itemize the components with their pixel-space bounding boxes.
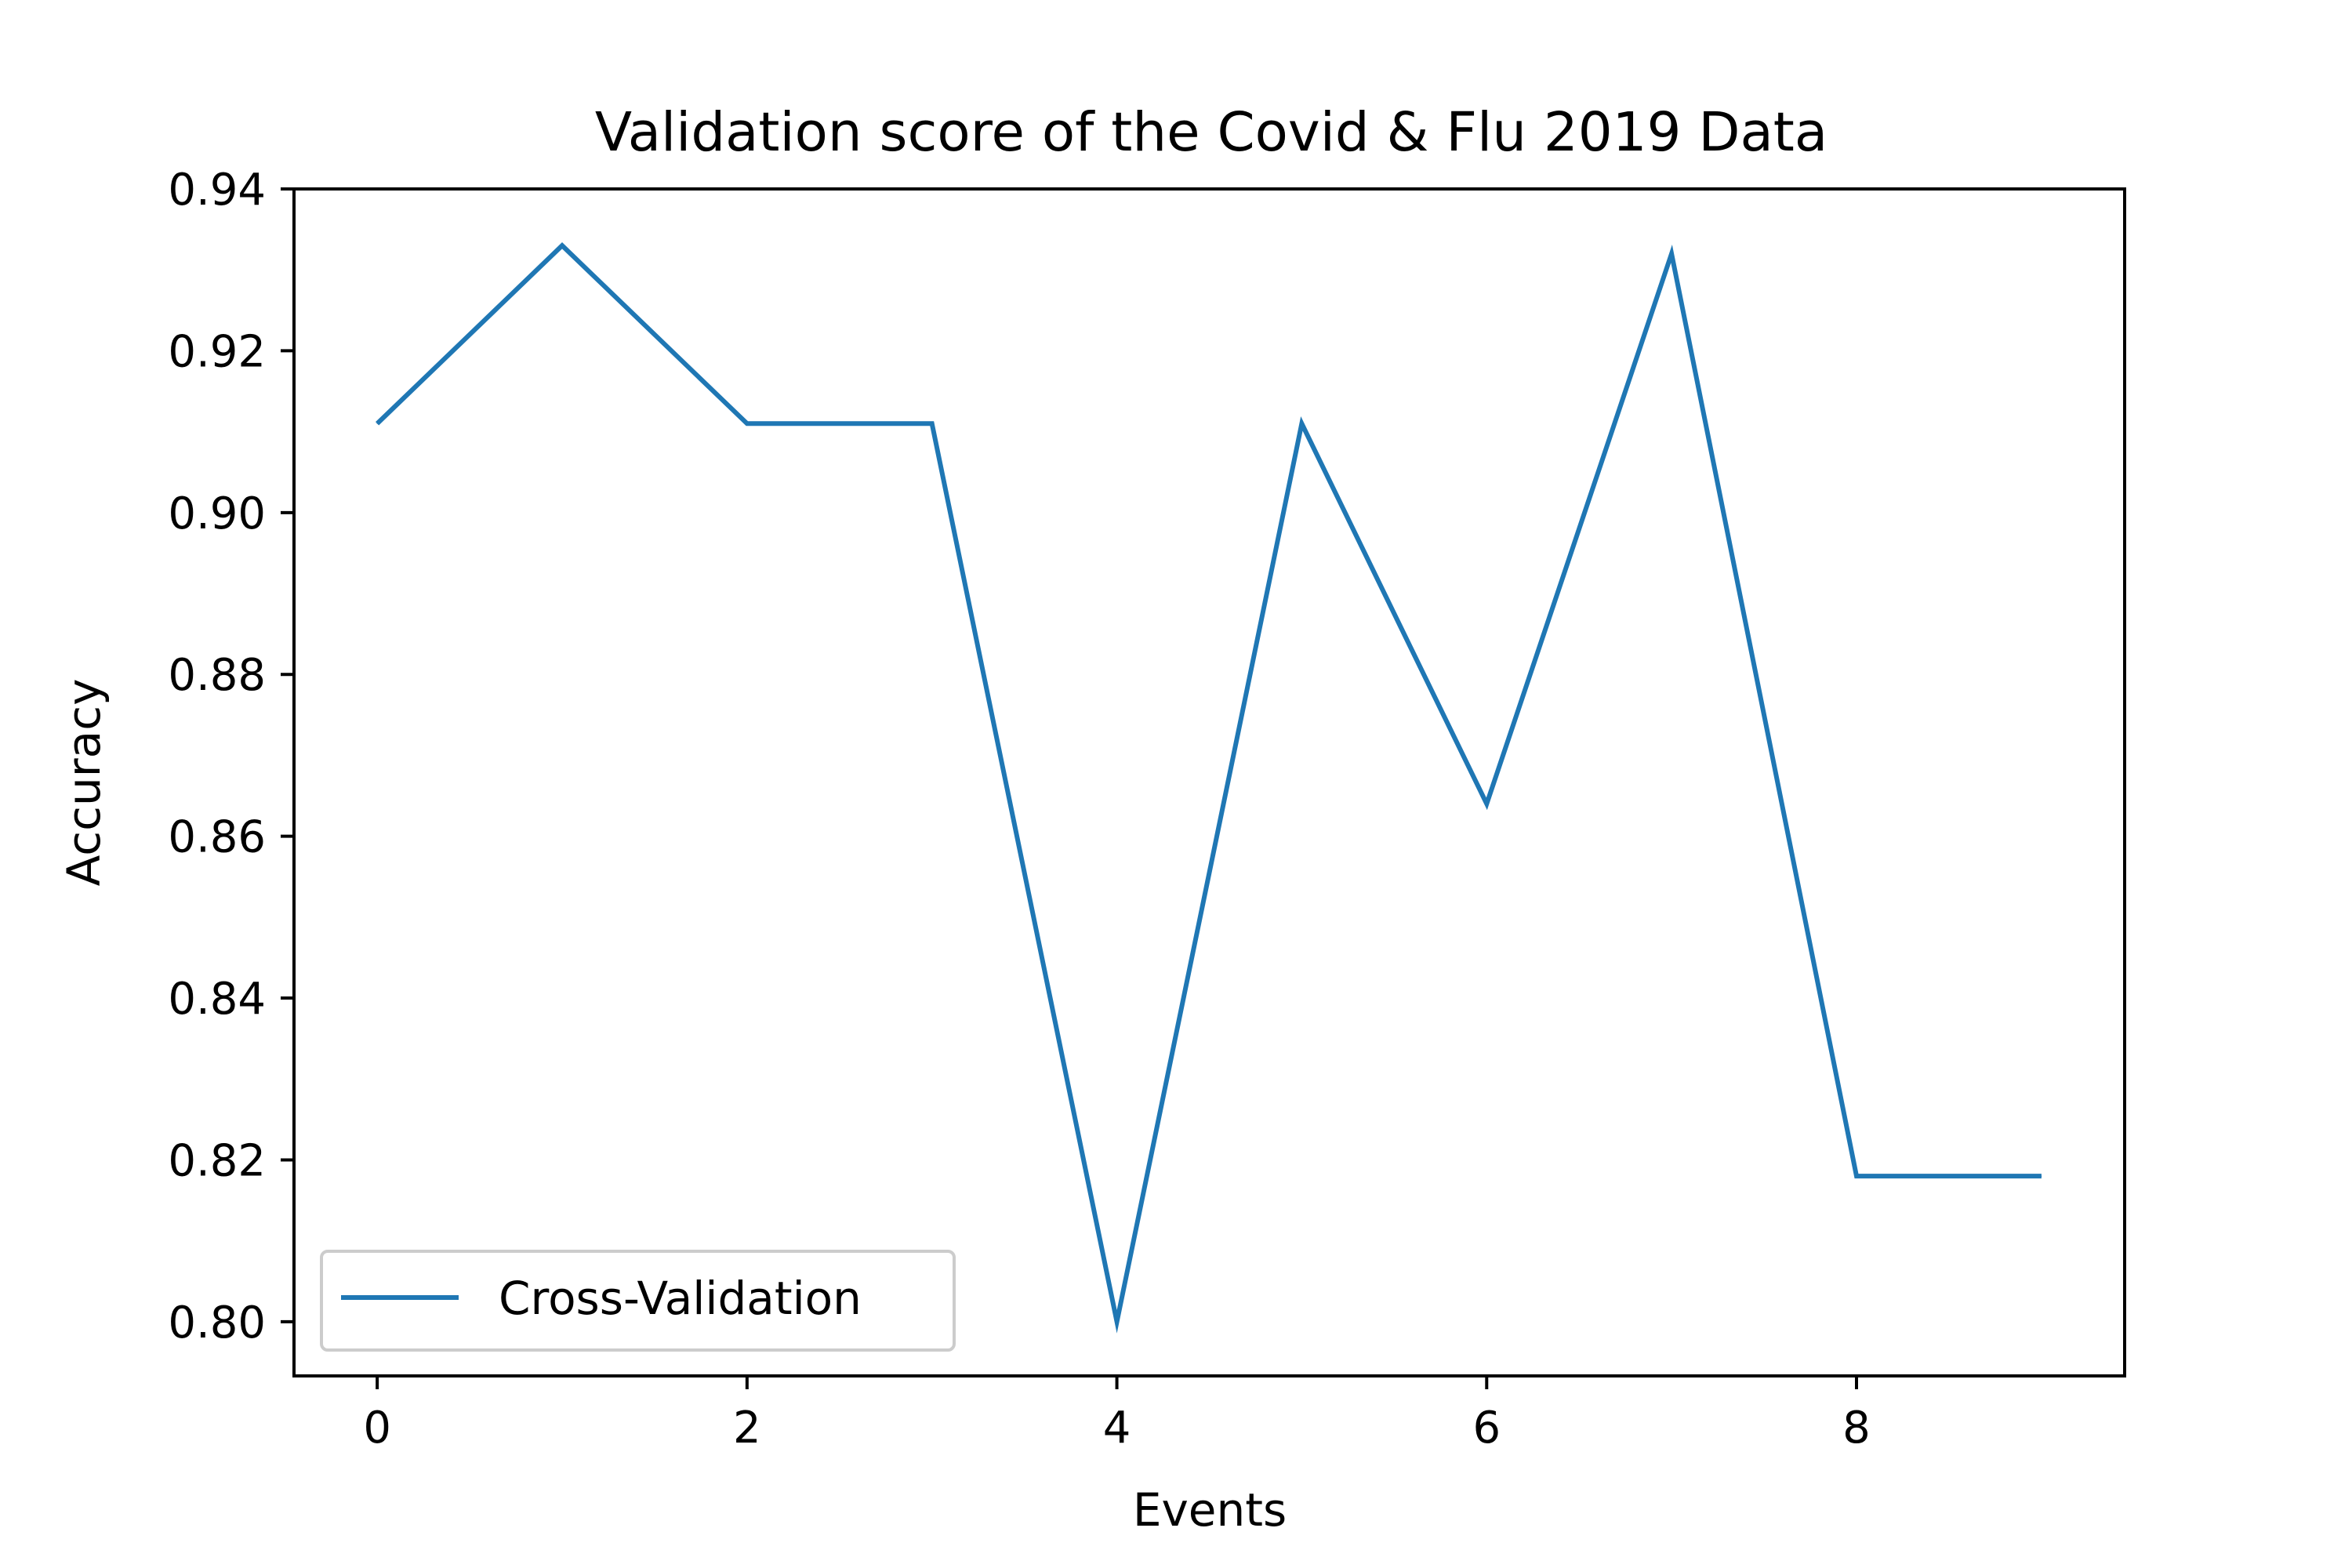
x-tick-label: 8: [1842, 1403, 1871, 1454]
x-tick-label: 2: [733, 1403, 761, 1454]
data-point: [2041, 1175, 2042, 1177]
legend-label: Cross-Validation: [499, 1272, 862, 1325]
y-tick-label: 0.90: [168, 488, 266, 539]
legend: Cross-Validation: [320, 1250, 956, 1352]
y-tick-label: 0.88: [168, 650, 266, 701]
y-tick-label: 0.84: [168, 974, 266, 1025]
data-point: [1671, 253, 1672, 255]
x-axis-label: Events: [1133, 1483, 1287, 1537]
y-tick-label: 0.92: [168, 326, 266, 377]
y-tick-label: 0.80: [168, 1298, 266, 1348]
legend-box: [320, 1250, 956, 1352]
chart-title: Validation score of the Covid & Flu 2019…: [595, 101, 1828, 164]
y-tick-label: 0.86: [168, 812, 266, 863]
y-axis: 0.80 0.82 0.84 0.86 0.88 0.90 0.92 0.94: [168, 165, 294, 1348]
x-tick-label: 4: [1103, 1403, 1131, 1454]
data-point: [931, 423, 933, 424]
y-tick-label: 0.82: [168, 1135, 266, 1186]
series-layer: [376, 242, 2042, 1334]
data-point: [376, 423, 378, 424]
data-point: [746, 423, 748, 424]
plot-frame: [292, 187, 2126, 1377]
x-tick-label: 6: [1472, 1403, 1501, 1454]
data-point: [1301, 423, 1302, 424]
series-line: [376, 242, 2042, 1334]
x-axis: 0 2 4 6 8: [363, 1376, 1871, 1454]
data-point: [561, 245, 563, 246]
y-tick-label: 0.94: [168, 165, 266, 216]
x-tick-label: 0: [363, 1403, 391, 1454]
data-point: [1116, 1321, 1118, 1323]
y-axis-label: Accuracy: [57, 679, 111, 887]
